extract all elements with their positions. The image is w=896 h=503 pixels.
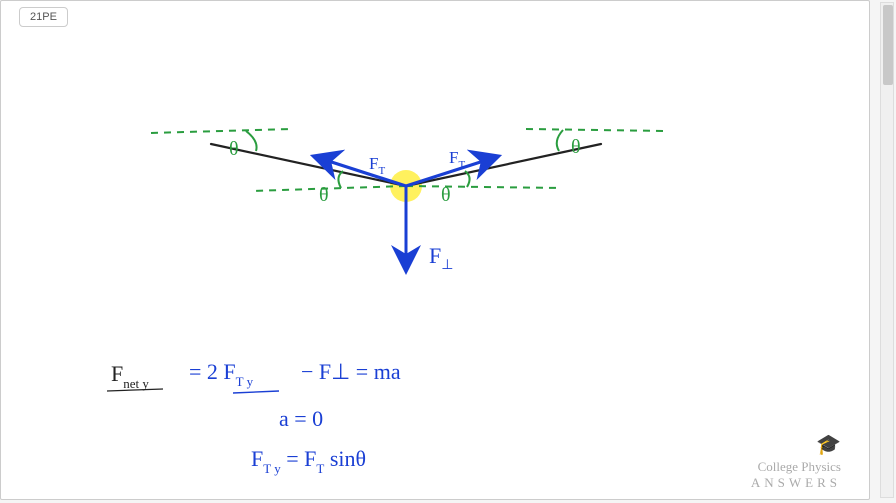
watermark-line2: ANSWERS	[751, 475, 841, 491]
graduation-cap-icon: 🎓	[751, 432, 841, 457]
scrollbar-thumb[interactable]	[883, 5, 893, 85]
guide-right-center	[406, 186, 561, 188]
guide-right-outer	[526, 129, 666, 131]
guide-left-outer	[151, 129, 291, 133]
eq3: FT y = FT sinθ	[251, 446, 366, 478]
canvas-frame: 21PE θ θ θ θ	[0, 0, 870, 500]
angle-arc-inner-left	[338, 171, 343, 188]
scrollbar-track[interactable]	[880, 2, 894, 498]
watermark-line1: College Physics	[751, 459, 841, 475]
watermark: 🎓 College Physics ANSWERS	[751, 432, 841, 491]
diagram-svg: θ θ θ θ FT FT F⊥ Fnet y = 2 FT y − F⊥ = …	[1, 1, 871, 501]
theta-outer-left: θ	[229, 138, 239, 160]
force-left	[316, 157, 406, 186]
eq2: a = 0	[279, 406, 323, 431]
theta-inner-right: θ	[441, 184, 451, 206]
ft-label-right: FT	[449, 148, 465, 171]
eq1-rhs: − F⊥ = ma	[301, 359, 401, 384]
fperp-label: F⊥	[429, 243, 453, 273]
eq1-fty-underline	[233, 391, 279, 393]
angle-arc-outer-left	[246, 131, 257, 151]
angle-arc-outer-right	[557, 130, 563, 151]
theta-outer-right: θ	[571, 136, 581, 158]
theta-inner-left: θ	[319, 184, 329, 206]
eq1-mid: = 2 FT y	[189, 359, 254, 389]
eq1-lhs: Fnet y	[111, 361, 149, 391]
